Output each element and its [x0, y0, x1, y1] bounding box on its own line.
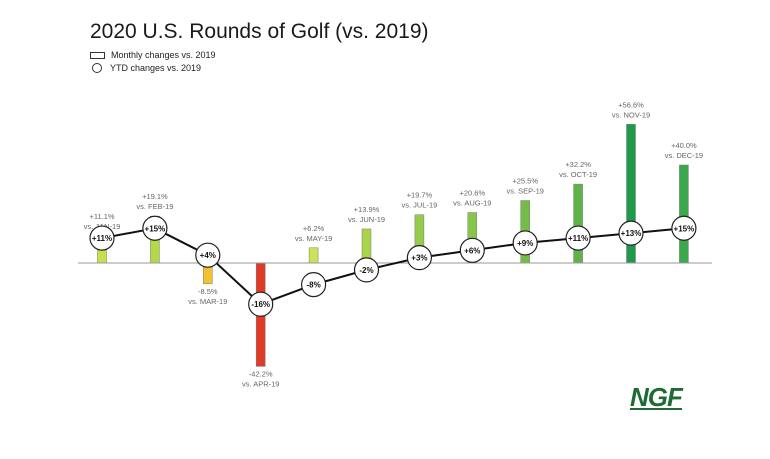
monthly-value-label: +25.5%: [512, 177, 538, 186]
ytd-value-label: +6%: [464, 246, 480, 255]
category-label: vs. OCT-19: [559, 170, 597, 179]
legend-monthly-label: Monthly changes vs. 2019: [111, 50, 216, 60]
ytd-point-7: [406, 245, 432, 271]
ytd-value-label: -2%: [359, 266, 373, 275]
ytd-point-10: [565, 225, 591, 251]
category-label: vs. NOV-19: [612, 110, 650, 119]
ytd-value-label: +15%: [145, 224, 166, 233]
monthly-bar-10: [573, 183, 583, 264]
ytd-value-label: -16%: [251, 300, 270, 309]
ytd-point-4: [248, 291, 274, 317]
ytd-point-8: [459, 237, 485, 263]
ytd-value-label: -8%: [306, 281, 320, 290]
ngf-logo: NGF: [630, 382, 683, 412]
legend-ytd: YTD changes vs. 2019: [90, 63, 201, 73]
monthly-value-label: +19.1%: [142, 192, 168, 201]
monthly-value-label: +40.0%: [671, 141, 697, 150]
ytd-point-3: [195, 242, 221, 268]
legend-ytd-label: YTD changes vs. 2019: [110, 63, 202, 73]
monthly-value-label: +32.2%: [565, 160, 591, 169]
monthly-value-label: +20.6%: [459, 189, 485, 198]
monthly-value-label: +13.9%: [354, 205, 380, 214]
category-label: vs. AUG-19: [453, 199, 491, 208]
ytd-point-2: [142, 215, 168, 241]
monthly-value-label: -42.2%: [249, 369, 273, 378]
legend-bar-swatch: [90, 51, 105, 59]
category-label: vs. MAY-19: [295, 234, 333, 243]
monthly-bar-5: [308, 247, 319, 264]
ytd-point-11: [618, 220, 644, 246]
ytd-value-label: +3%: [411, 254, 427, 263]
monthly-value-label: +56.6%: [618, 100, 644, 109]
monthly-value-label: +11.1%: [89, 212, 114, 221]
ytd-value-label: +11%: [92, 234, 112, 243]
monthly-bar-12: [679, 164, 689, 264]
ytd-point-6: [353, 257, 380, 283]
chart-title: 2020 U.S. Rounds of Golf (vs. 2019): [90, 20, 429, 43]
ytd-point-12: [671, 215, 697, 241]
ytd-value-label: +15%: [674, 224, 695, 233]
legend-circle-swatch: [92, 63, 102, 73]
category-label: vs. SEP-19: [506, 187, 544, 196]
legend-monthly: Monthly changes vs. 2019: [90, 50, 216, 60]
ytd-point-5: [301, 272, 327, 298]
monthly-value-label: +6.2%: [303, 224, 325, 233]
category-label: vs. APR-19: [242, 379, 280, 388]
category-label: vs. DEC-19: [665, 151, 703, 160]
ytd-value-label: +4%: [200, 251, 216, 260]
category-label: vs. JUN-19: [348, 215, 385, 224]
category-label: vs. JUL-19: [401, 201, 437, 210]
ytd-value-label: +13%: [621, 229, 642, 238]
category-label: vs. MAR-19: [188, 297, 227, 306]
ytd-point-9: [512, 230, 538, 256]
ytd-value-label: +9%: [517, 239, 533, 248]
ytd-line: [101, 227, 684, 306]
category-label: vs. FEB-19: [136, 202, 173, 211]
monthly-value-label: +19.7%: [407, 191, 433, 200]
ytd-point-1: [89, 225, 115, 251]
monthly-value-label: -8.5%: [198, 287, 218, 296]
ytd-value-label: +11%: [568, 234, 588, 243]
